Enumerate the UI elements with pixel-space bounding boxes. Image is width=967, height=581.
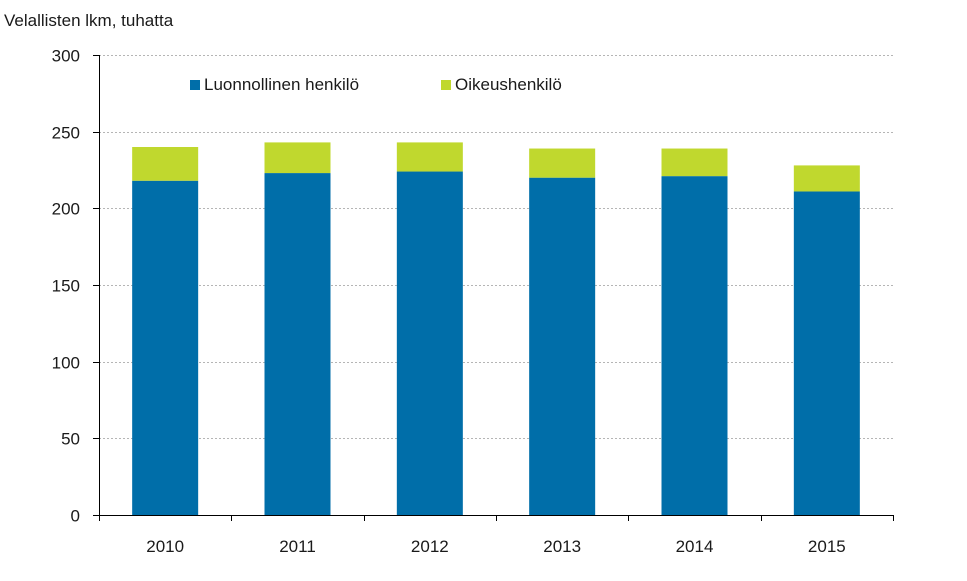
bar-oikeus-2010 (132, 147, 199, 181)
x-tick-label: 2013 (543, 537, 581, 556)
bar-luonnollinen-2015 (793, 191, 860, 515)
bar-oikeus-2011 (264, 142, 331, 174)
bar-luonnollinen-2011 (264, 173, 331, 516)
y-tick-label: 150 (52, 277, 80, 296)
y-tick-label: 200 (52, 200, 80, 219)
bar-oikeus-2012 (396, 142, 463, 172)
y-axis-ticks: 0 50 100 150 200 250 300 (52, 47, 99, 526)
legend-label: Oikeushenkilö (455, 75, 562, 94)
y-tick-label: 100 (52, 354, 80, 373)
legend-swatch (441, 80, 451, 90)
y-tick-label: 300 (52, 47, 80, 66)
legend-swatch (190, 80, 200, 90)
bar-luonnollinen-2012 (396, 171, 463, 516)
bar-luonnollinen-2010 (132, 180, 199, 515)
gridlines (99, 55, 893, 439)
legend: Luonnollinen henkilö Oikeushenkilö (190, 75, 562, 94)
bar-oikeus-2015 (793, 165, 860, 192)
x-axis-ticks: 2010 2011 2012 2013 2014 2015 (99, 515, 894, 556)
y-tick-label: 0 (71, 507, 80, 526)
bar-oikeus-2013 (529, 148, 596, 178)
x-tick-label: 2014 (676, 537, 714, 556)
bar-luonnollinen-2013 (529, 177, 596, 515)
y-tick-label: 250 (52, 124, 80, 143)
y-axis-label: Velallisten lkm, tuhatta (4, 11, 174, 30)
x-tick-label: 2012 (411, 537, 449, 556)
axes (99, 55, 893, 516)
bar-luonnollinen-2014 (661, 176, 728, 515)
y-tick-label: 50 (61, 430, 80, 449)
legend-label: Luonnollinen henkilö (204, 75, 359, 94)
bars (132, 142, 860, 516)
x-tick-label: 2015 (808, 537, 846, 556)
x-tick-label: 2010 (146, 537, 184, 556)
x-tick-label: 2011 (279, 537, 316, 556)
bar-oikeus-2014 (661, 148, 728, 177)
